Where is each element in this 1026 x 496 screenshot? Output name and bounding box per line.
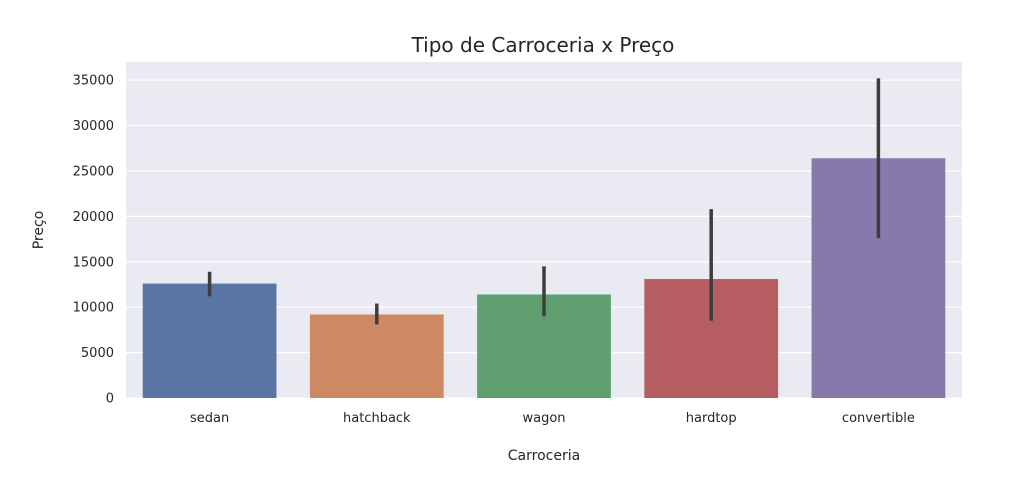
y-tick-label: 15000 bbox=[73, 255, 114, 270]
x-tick-label: sedan bbox=[190, 411, 229, 426]
x-axis-label: Carroceria bbox=[508, 448, 580, 464]
y-tick-label: 25000 bbox=[73, 164, 114, 179]
x-tick-label: convertible bbox=[842, 411, 915, 426]
x-axis-ticks: sedan hatchback wagon hardtop convertible bbox=[190, 411, 915, 426]
error-bars bbox=[207, 78, 881, 325]
y-tick-label: 20000 bbox=[73, 210, 114, 225]
y-axis-label: Preço bbox=[31, 211, 47, 250]
y-tick-label: 35000 bbox=[73, 74, 114, 89]
bars bbox=[142, 158, 946, 398]
y-axis-ticks: 0 5000 10000 15000 20000 25000 30000 35000 bbox=[73, 74, 114, 407]
x-tick-label: wagon bbox=[522, 411, 565, 426]
x-tick-label: hatchback bbox=[343, 411, 411, 426]
bar-sedan bbox=[142, 283, 277, 398]
bar-hatchback bbox=[309, 314, 444, 398]
chart-title: Tipo de Carroceria x Preço bbox=[411, 33, 675, 57]
y-tick-label: 0 bbox=[106, 392, 114, 407]
y-tick-label: 5000 bbox=[81, 346, 114, 361]
x-tick-label: hardtop bbox=[686, 411, 737, 426]
y-tick-label: 10000 bbox=[73, 301, 114, 316]
y-tick-label: 30000 bbox=[73, 119, 114, 134]
